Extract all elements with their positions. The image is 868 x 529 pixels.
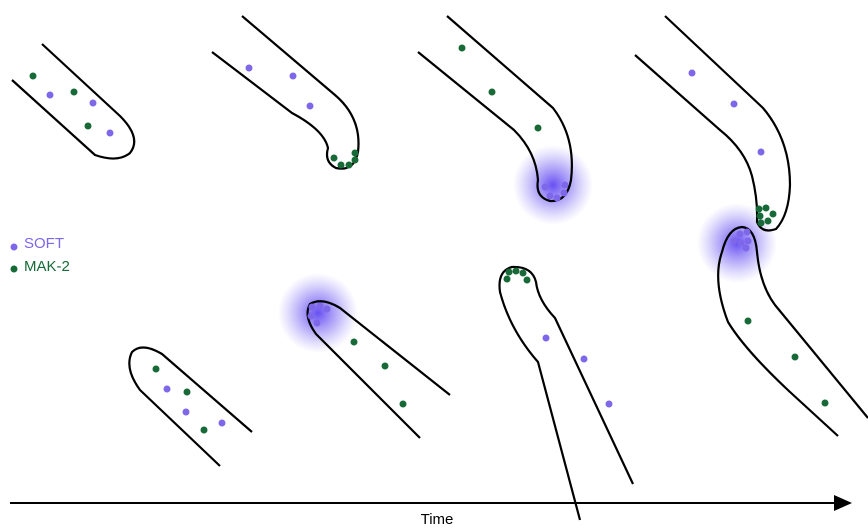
glow bbox=[697, 203, 777, 283]
hypha-3 bbox=[417, 15, 573, 203]
arrow-head bbox=[834, 495, 852, 511]
hypha-7 bbox=[306, 300, 451, 439]
glow bbox=[278, 273, 358, 353]
hypha-5 bbox=[717, 225, 868, 437]
hypha-1 bbox=[11, 43, 136, 160]
legend-label: SOFT bbox=[24, 235, 64, 252]
legend-label: MAK-2 bbox=[24, 258, 70, 275]
hypha-6 bbox=[128, 346, 253, 467]
hypha-4 bbox=[634, 15, 792, 232]
hypha-8 bbox=[498, 265, 634, 521]
legend-dot bbox=[10, 265, 18, 273]
glow bbox=[513, 145, 593, 225]
legend-dot bbox=[10, 243, 18, 251]
hypha-2 bbox=[211, 15, 360, 170]
axis-label: Time bbox=[421, 511, 454, 528]
